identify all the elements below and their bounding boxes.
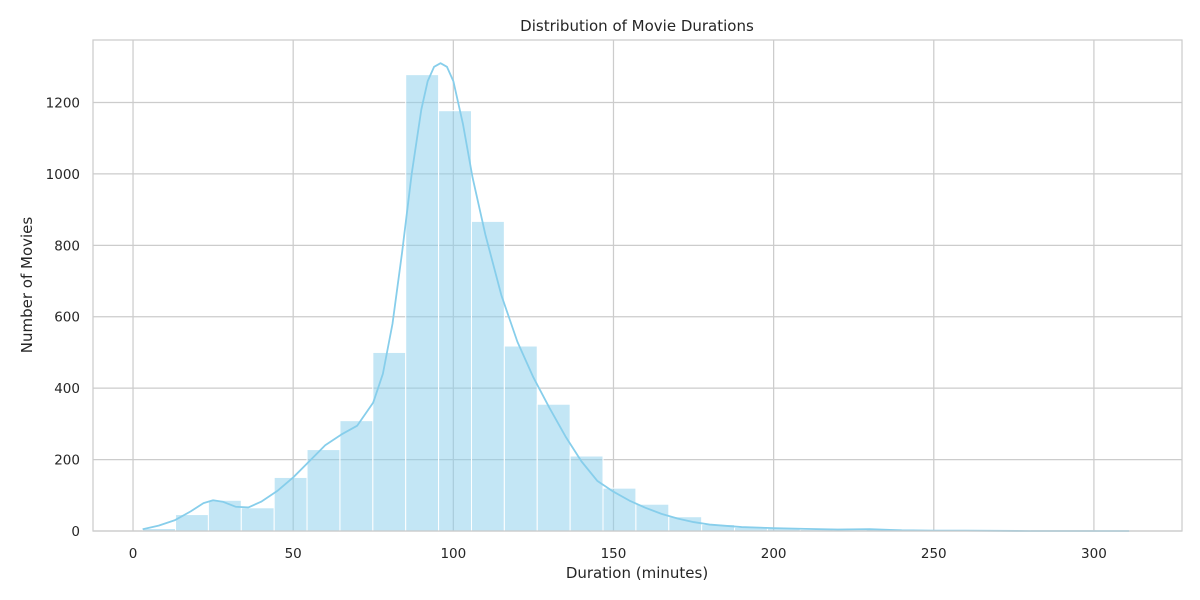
plot-border [92,39,1183,532]
x-tick-label: 200 [761,546,787,562]
y-axis-label: Number of Movies [18,217,36,354]
histogram-bar [635,503,670,532]
y-tick-label: 0 [71,524,80,540]
plot-background [93,40,1182,531]
histogram-bars [142,74,1130,532]
chart-title: Distribution of Movie Durations [520,17,754,35]
histogram-bar [240,507,275,532]
y-tick-label: 600 [54,310,80,326]
histogram-bar [405,74,440,532]
histogram-bar [273,476,308,532]
x-tick-label: 50 [285,546,302,562]
y-tick-label: 1000 [46,167,80,183]
kde-line [142,62,1130,532]
y-tick-label: 800 [54,238,80,254]
y-tick-label: 200 [54,453,80,469]
histogram-bar [438,110,472,532]
y-tick-label: 400 [54,381,80,397]
x-tick-label: 150 [601,546,627,562]
x-tick-label: 300 [1081,546,1107,562]
x-tick-labels: 0 50 100 150 200 250 300 [129,546,1107,562]
histogram-bar [536,403,571,532]
x-tick-label: 0 [129,546,138,562]
histogram-bar [306,449,341,532]
plot-area [93,40,1182,531]
kde-curve [142,62,1130,532]
histogram-bar [207,499,242,532]
histogram-bar [339,420,374,532]
x-tick-label: 250 [921,546,947,562]
y-tick-label: 1200 [46,95,80,111]
y-tick-labels: 0 200 400 600 800 1000 1200 [46,95,80,540]
histogram-bar [470,220,505,532]
histogram-bar [503,345,538,532]
x-tick-label: 100 [440,546,466,562]
histogram-bar [668,516,703,532]
histogram-bar [372,351,407,532]
x-axis-label: Duration (minutes) [566,564,708,582]
plot-frame [92,39,1183,532]
